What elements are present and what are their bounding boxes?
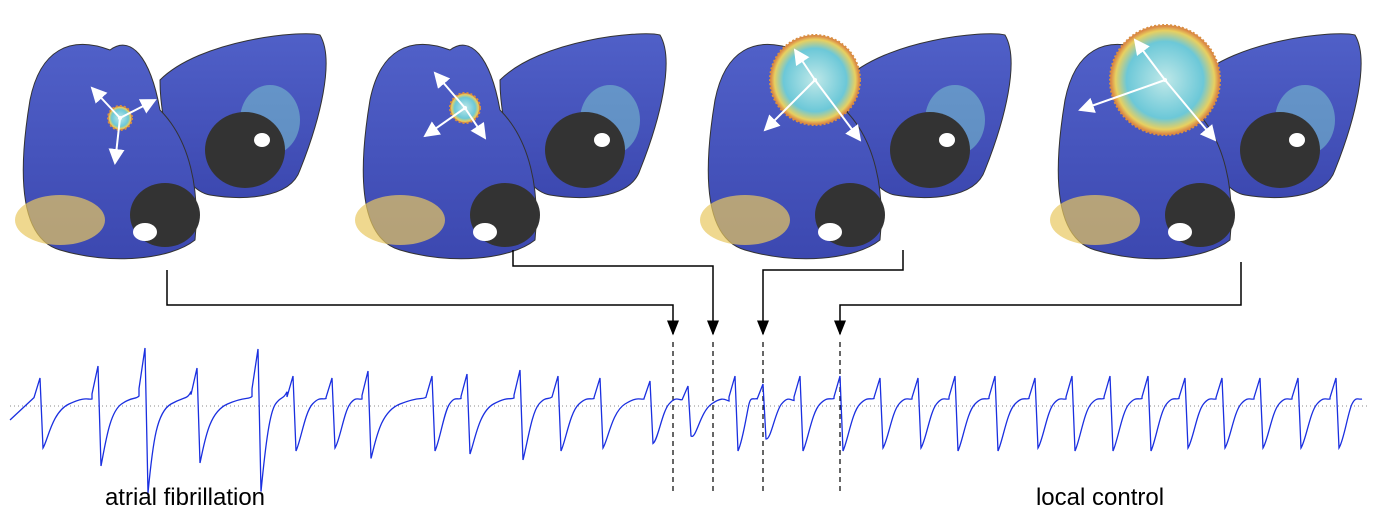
connector — [513, 250, 713, 334]
ecg-trace — [10, 348, 1362, 493]
page: atrial fibrillation local control (() =>… — [0, 0, 1380, 515]
color-patch — [355, 195, 445, 245]
vein — [890, 112, 970, 188]
label-right: local control — [1036, 484, 1164, 511]
heart-model — [700, 34, 1011, 259]
vein-highlight — [254, 133, 270, 147]
connector — [167, 270, 673, 334]
connector — [840, 262, 1241, 334]
label-left: atrial fibrillation — [105, 484, 265, 511]
connector — [763, 250, 903, 334]
vein-highlight — [1168, 223, 1192, 241]
color-patch — [700, 195, 790, 245]
time-markers — [673, 342, 840, 492]
vein-highlight — [133, 223, 157, 241]
vein — [545, 112, 625, 188]
connectors — [167, 250, 1241, 334]
vein-highlight — [818, 223, 842, 241]
heart-model — [355, 34, 666, 259]
color-patch — [1050, 195, 1140, 245]
vein — [1240, 112, 1320, 188]
vein — [205, 112, 285, 188]
vein-highlight — [473, 223, 497, 241]
vein-highlight — [1289, 133, 1305, 147]
heart-model — [15, 34, 326, 259]
heart-models — [15, 25, 1361, 259]
heart-model — [1050, 25, 1361, 259]
color-patch — [15, 195, 105, 245]
vein-highlight — [594, 133, 610, 147]
figure: atrial fibrillation local control — [0, 0, 1380, 515]
vein-highlight — [939, 133, 955, 147]
